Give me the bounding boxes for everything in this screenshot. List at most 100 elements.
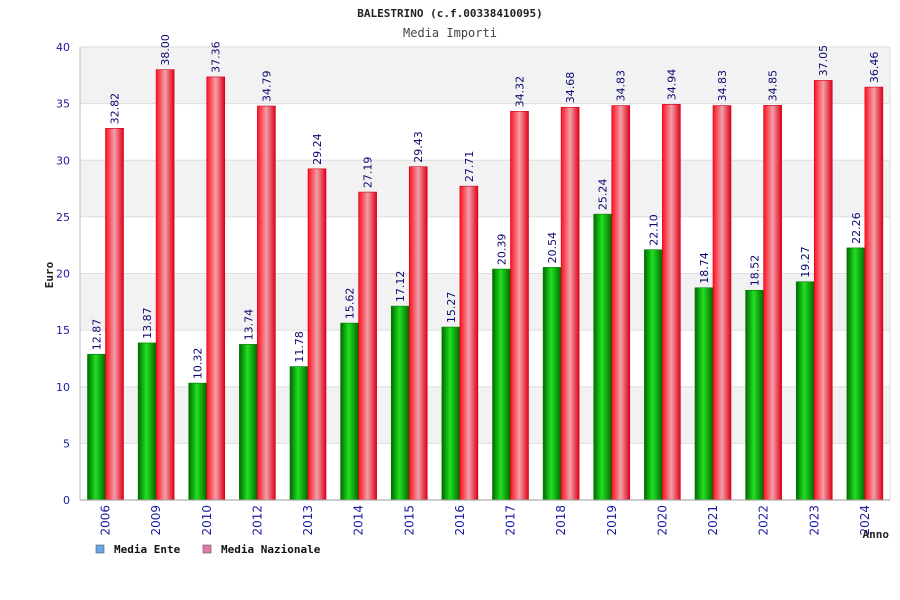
y-tick-label: 35 [56, 98, 70, 111]
x-tick-label: 2015 [402, 505, 416, 536]
bar [846, 247, 866, 501]
x-axis-ticks: 2006 2009 2010 2012 2013 2014 2015 2016 2017 2018… [99, 505, 872, 536]
bar-value-label: 34.94 [665, 69, 678, 101]
bar-value-label: 18.74 [698, 252, 711, 284]
bar-value-label: 32.82 [109, 93, 122, 125]
bar-value-label: 22.26 [850, 212, 863, 244]
bar [611, 105, 631, 501]
bar-value-label: 34.85 [767, 70, 780, 102]
bar [155, 69, 175, 501]
y-axis-label: Euro [43, 261, 56, 288]
bar-value-label: 29.43 [412, 131, 425, 163]
legend-label-media-nazionale: Media Nazionale [221, 543, 321, 556]
bar [694, 287, 714, 501]
bar [289, 366, 309, 501]
bar [188, 382, 208, 501]
x-tick-label: 2006 [99, 505, 113, 536]
y-tick-label: 0 [63, 494, 70, 507]
bar [492, 268, 511, 501]
y-axis-ticks: 0 5 10 15 20 25 30 35 40 [56, 41, 70, 507]
x-tick-label: 2010 [200, 505, 214, 536]
bar-value-label: 15.27 [445, 292, 458, 324]
bar [358, 191, 377, 501]
bar-value-label: 38.00 [159, 34, 172, 66]
bar [307, 168, 327, 501]
bar [459, 185, 479, 501]
x-tick-label: 2023 [807, 505, 821, 536]
bar-value-label: 13.74 [242, 309, 255, 341]
bar [390, 305, 410, 501]
bar-value-label: 29.24 [311, 133, 324, 165]
bar-value-label: 27.19 [362, 157, 375, 189]
bar-value-label: 34.83 [615, 70, 628, 102]
bar [763, 105, 782, 501]
bar [257, 105, 276, 501]
x-tick-label: 2016 [453, 505, 467, 536]
legend-swatch-media-ente [95, 544, 105, 554]
y-tick-label: 15 [56, 324, 70, 337]
bar [644, 249, 663, 501]
bar-value-label: 15.62 [344, 288, 357, 320]
y-tick-label: 40 [56, 41, 70, 54]
bar [813, 80, 833, 501]
legend-label-media-ente: Media Ente [114, 543, 181, 556]
bar-labels: 12.87 32.82 13.87 38.00 10.32 37.36 13.74 34.79… [91, 34, 881, 379]
bar [864, 86, 884, 501]
bar-value-label: 10.32 [192, 348, 205, 380]
chart-title: BALESTRINO (c.f.00338410095) [357, 7, 542, 20]
bar-value-label: 11.78 [293, 331, 306, 363]
x-tick-label: 2019 [605, 505, 619, 536]
x-tick-label: 2018 [554, 505, 568, 536]
y-tick-label: 20 [56, 268, 70, 281]
bar-value-label: 37.05 [817, 45, 830, 77]
x-tick-label: 2024 [858, 505, 872, 536]
bar [408, 166, 428, 501]
bar-value-label: 34.32 [514, 76, 527, 108]
bar [340, 322, 359, 501]
bar-value-label: 27.71 [463, 151, 476, 183]
bar-value-label: 13.87 [141, 307, 154, 339]
bar-value-label: 17.12 [394, 271, 407, 303]
bar [105, 128, 124, 501]
bar [662, 104, 681, 501]
bar [87, 353, 106, 501]
x-tick-label: 2012 [250, 505, 264, 536]
legend: Media Ente Media Nazionale [95, 543, 321, 556]
x-tick-label: 2020 [655, 505, 669, 536]
bar-value-label: 34.79 [260, 71, 273, 103]
bar [542, 267, 562, 501]
bar [137, 342, 157, 501]
bars [87, 69, 884, 501]
bar-value-label: 34.83 [716, 70, 729, 102]
bar [745, 289, 764, 501]
bar [560, 106, 580, 501]
y-tick-label: 10 [56, 381, 70, 394]
bar [593, 213, 613, 501]
y-tick-label: 5 [63, 437, 70, 450]
x-tick-label: 2013 [301, 505, 315, 536]
bar [795, 281, 815, 501]
x-tick-label: 2014 [352, 505, 366, 536]
y-tick-label: 25 [56, 211, 70, 224]
bar-value-label: 36.46 [868, 52, 881, 84]
bar-value-label: 25.24 [597, 179, 610, 211]
y-tick-label: 30 [56, 154, 70, 167]
bar-value-label: 37.36 [210, 41, 223, 73]
bar [441, 326, 461, 501]
x-tick-label: 2017 [504, 505, 518, 536]
bar-value-label: 12.87 [91, 319, 104, 351]
bar-value-label: 19.27 [799, 246, 812, 278]
legend-swatch-media-nazionale [202, 544, 212, 554]
bar [712, 105, 732, 501]
bar [239, 344, 258, 501]
x-tick-label: 2009 [149, 505, 163, 536]
x-tick-label: 2022 [757, 505, 771, 536]
bar [206, 76, 226, 501]
x-axis-label: Anno [863, 528, 890, 541]
bar-value-label: 22.10 [647, 214, 660, 246]
bar-value-label: 20.39 [496, 234, 509, 266]
chart-subtitle: Media Importi [403, 26, 497, 40]
bar [510, 111, 529, 501]
bar-value-label: 18.52 [749, 255, 762, 287]
